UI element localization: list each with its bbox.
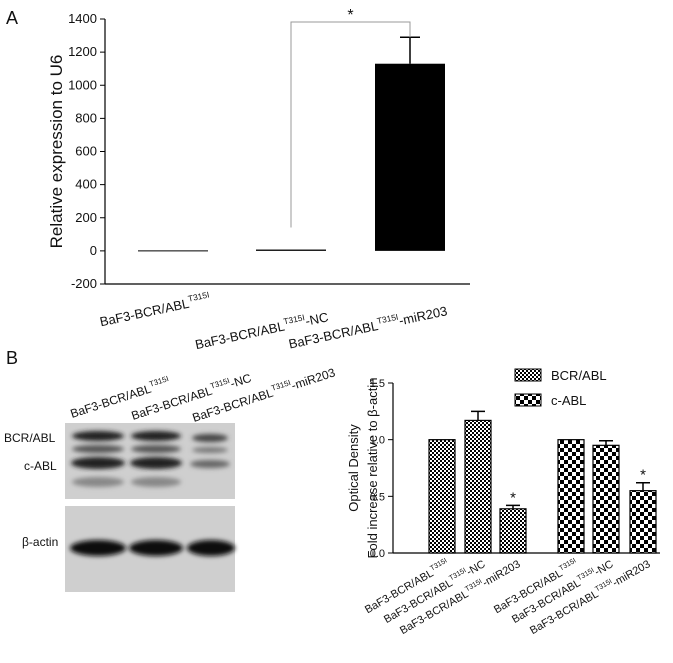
- y-tick-label: -200: [71, 276, 97, 291]
- legend-swatch: [514, 393, 542, 407]
- y-tick-label: 0.0: [370, 548, 385, 560]
- label-part: -miR203: [289, 365, 337, 392]
- label-part: -miR203: [480, 558, 522, 589]
- y-axis-label: Fold increase relative to β-actin: [365, 378, 380, 559]
- label-part: T315I: [270, 378, 292, 393]
- label-part: -miR203: [397, 303, 448, 328]
- band-label: BCR/ABL: [4, 431, 56, 445]
- legend-label: BCR/ABL: [551, 368, 607, 383]
- panel-label: A: [6, 8, 18, 28]
- bar: [428, 439, 456, 554]
- bar: [557, 439, 585, 554]
- y-tick-label: 1200: [68, 44, 97, 59]
- label-part: -miR203: [610, 558, 652, 589]
- y-tick-label: 800: [75, 110, 97, 125]
- blot-image: [65, 423, 235, 592]
- error-bar: [636, 481, 650, 491]
- error-bar: [599, 440, 613, 446]
- bar: [464, 419, 492, 554]
- significance-bracket: [290, 21, 411, 228]
- error-bar: [400, 36, 420, 64]
- error-bar: [471, 410, 485, 421]
- significance-label: *: [347, 7, 353, 24]
- label-part: BaF3-BCR/ABL: [287, 318, 379, 352]
- bar: [499, 508, 527, 554]
- y-tick-label: 1400: [68, 11, 97, 26]
- bar: [592, 444, 620, 554]
- y-tick-label: 600: [75, 144, 97, 159]
- label-part: BaF3-BCR/ABL: [194, 319, 286, 353]
- label-part: T315I: [209, 376, 231, 391]
- bar: [138, 250, 208, 252]
- label-part: T315I: [558, 557, 578, 573]
- label-part: -NC: [304, 309, 330, 328]
- bar: [629, 490, 657, 554]
- y-axis-label: Relative expression to U6: [47, 55, 66, 249]
- y-tick-label: 400: [75, 177, 97, 192]
- x-tick-label: BaF3-BCR/ABLT315I: [98, 289, 212, 329]
- y-tick-label: 1.0: [370, 435, 385, 447]
- y-axis-label: Optical Density: [346, 424, 361, 512]
- label-part: T315I: [376, 312, 399, 326]
- y-tick-label: 1.5: [370, 378, 385, 390]
- legend-label: c-ABL: [551, 393, 586, 408]
- y-tick-label: 0.5: [370, 491, 385, 503]
- band-label: c-ABL: [24, 459, 57, 473]
- significance-label: *: [640, 467, 646, 484]
- label-part: -NC: [465, 558, 488, 578]
- bar: [375, 63, 445, 251]
- label-part: -NC: [228, 371, 253, 391]
- label-part: T315I: [148, 374, 170, 389]
- significance-label: *: [510, 489, 516, 506]
- label-part: -NC: [593, 558, 616, 578]
- bar: [256, 249, 326, 251]
- label-part: T315I: [187, 289, 210, 303]
- label-part: T315I: [429, 557, 449, 573]
- band-label: β-actin: [22, 535, 58, 549]
- panel-label: B: [6, 348, 18, 368]
- label-part: T315I: [282, 312, 305, 326]
- legend-swatch: [514, 368, 542, 382]
- y-tick-label: 0: [90, 243, 97, 258]
- error-bar: [506, 504, 520, 509]
- label-part: BaF3-BCR/ABL: [98, 296, 190, 330]
- y-tick-label: 1000: [68, 77, 97, 92]
- y-tick-label: 200: [75, 210, 97, 225]
